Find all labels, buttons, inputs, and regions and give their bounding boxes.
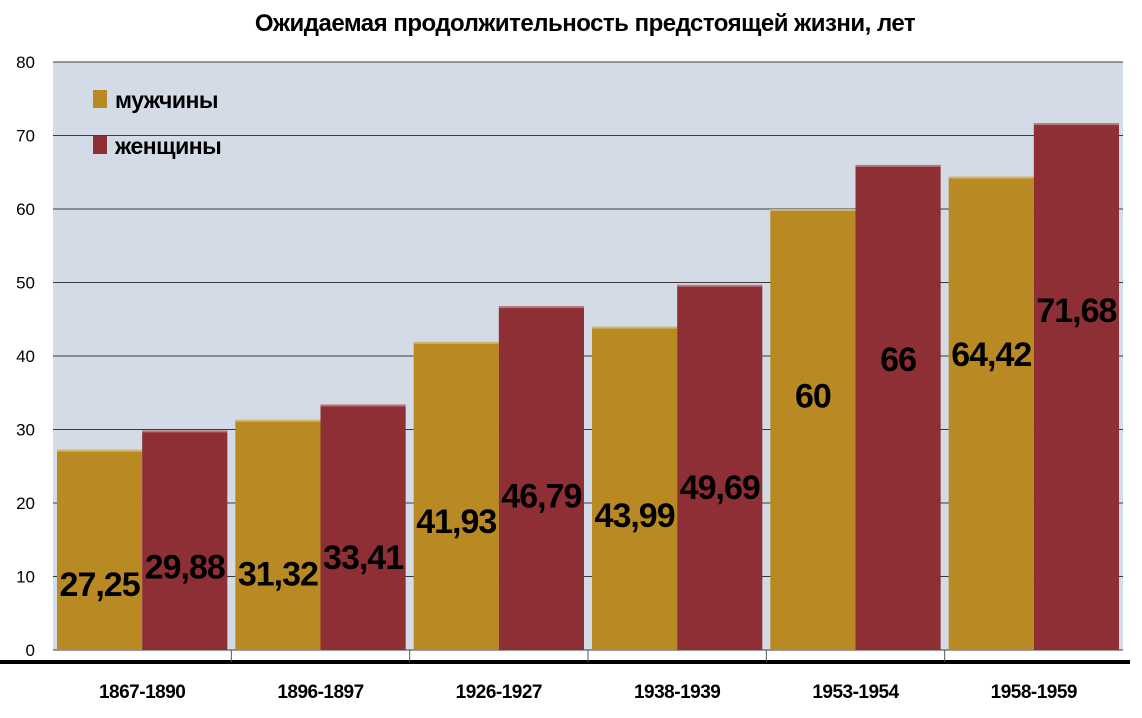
x-category-label: 1926-1927 bbox=[456, 682, 542, 703]
x-category-label: 1953-1954 bbox=[812, 682, 899, 703]
y-tick-label: 40 bbox=[16, 347, 35, 366]
bar-value-label: 29,88 bbox=[145, 549, 225, 587]
y-tick-label: 30 bbox=[16, 421, 35, 440]
bar bbox=[855, 164, 941, 650]
legend-label: мужчины bbox=[115, 87, 218, 113]
bar-value-label: 66 bbox=[880, 341, 916, 379]
bar-value-label: 43,99 bbox=[595, 497, 675, 535]
bar bbox=[948, 176, 1034, 650]
bar-value-label: 71,68 bbox=[1036, 292, 1116, 330]
y-tick-label: 80 bbox=[16, 53, 35, 72]
y-tick-label: 60 bbox=[16, 200, 35, 219]
bar-value-label: 64,42 bbox=[951, 336, 1031, 374]
y-tick-label: 20 bbox=[16, 494, 35, 513]
bar-value-label: 41,93 bbox=[416, 503, 496, 541]
bar bbox=[1033, 123, 1119, 651]
bar bbox=[235, 419, 321, 650]
legend: мужчины женщины bbox=[93, 87, 222, 159]
y-tick-label: 70 bbox=[16, 127, 35, 146]
y-tick-label: 0 bbox=[26, 641, 35, 660]
bar bbox=[57, 449, 143, 650]
bar bbox=[770, 209, 856, 650]
bar-value-label: 33,41 bbox=[323, 539, 403, 577]
bar bbox=[320, 404, 406, 650]
bar bbox=[592, 326, 678, 650]
y-axis-ticks: 0 10 20 30 40 50 60 70 80 bbox=[16, 53, 35, 660]
x-category-label: 1867-1890 bbox=[99, 682, 185, 703]
x-category-label: 1938-1939 bbox=[634, 682, 720, 703]
bars bbox=[57, 123, 1119, 651]
bar bbox=[413, 341, 499, 650]
bar-value-label: 49,69 bbox=[680, 469, 760, 507]
x-category-label: 1896-1897 bbox=[277, 682, 363, 703]
bar-value-label: 46,79 bbox=[501, 477, 581, 515]
legend-swatch bbox=[93, 90, 107, 108]
chart-title: Ожидаемая продолжительность предстоящей … bbox=[255, 10, 916, 37]
bar-value-label: 27,25 bbox=[60, 566, 140, 604]
bar bbox=[142, 430, 228, 650]
y-tick-label: 50 bbox=[16, 274, 35, 293]
bar bbox=[498, 306, 584, 650]
x-category-label: 1958-1959 bbox=[991, 682, 1077, 703]
bar bbox=[677, 284, 763, 650]
legend-label: женщины bbox=[114, 133, 221, 159]
legend-swatch bbox=[93, 136, 107, 154]
bar-value-label: 60 bbox=[795, 377, 831, 415]
x-axis-categories: 1867-1890 1896-1897 1926-1927 1938-1939 1953… bbox=[99, 650, 1078, 703]
bar-value-label: 31,32 bbox=[238, 556, 318, 594]
y-tick-label: 10 bbox=[16, 568, 35, 587]
